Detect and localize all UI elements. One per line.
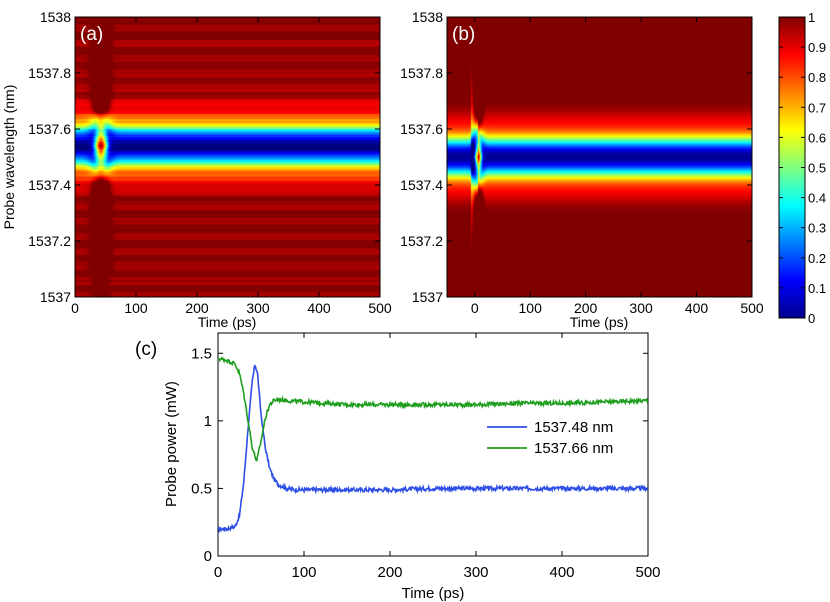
panel-a-label: (a) (80, 24, 103, 45)
x-tick-label: 400 (685, 300, 709, 316)
x-tick-label: 300 (246, 300, 270, 316)
y-tick-label: 1537.4 (400, 177, 443, 193)
legend-label-1: 1537.48 nm (534, 419, 613, 436)
x-tick-label: 200 (185, 300, 209, 316)
colorbar-ticks: 0 0.1 0.2 0.3 0.4 0.5 0.6 0.7 0.8 0.9 1 (779, 10, 826, 326)
colorbar-tick-label: 0 (808, 311, 815, 326)
legend-label-2: 1537.66 nm (534, 440, 613, 457)
line-chart-legend: 1537.48 nm 1537.66 nm (487, 419, 613, 457)
colorbar-tick-label: 1 (808, 10, 815, 25)
x-tick-label: 100 (291, 564, 316, 581)
panel-c-label: (c) (135, 339, 157, 360)
heatmap-b-ticks: 0 100 200 300 400 500 1537 1537.2 1537.4 1537.6 15… (400, 9, 764, 316)
x-tick-label: 400 (549, 564, 574, 581)
line-chart-xlabel: Time (ps) (402, 585, 465, 602)
line-chart-series (218, 356, 648, 534)
y-tick-label: 1537 (40, 289, 71, 305)
y-tick-label: 1538 (412, 9, 443, 25)
series-line-2 (218, 356, 648, 462)
x-tick-label: 0 (471, 300, 479, 316)
colorbar-gradient (778, 16, 806, 319)
y-tick-label: 0.5 (191, 480, 212, 497)
x-tick-label: 300 (629, 300, 653, 316)
panel-a: 0 100 200 300 400 500 1537 1537.2 1537.4 1537.6 15… (1, 9, 392, 330)
x-tick-label: 100 (124, 300, 148, 316)
x-tick-label: 0 (71, 300, 79, 316)
x-tick-label: 500 (368, 300, 392, 316)
y-tick-label: 1537.8 (28, 65, 71, 81)
y-tick-label: 1537.6 (400, 121, 443, 137)
y-tick-label: 0 (204, 548, 212, 565)
x-tick-label: 100 (519, 300, 543, 316)
y-tick-label: 1 (204, 413, 212, 430)
heatmap-b-frame (446, 16, 753, 298)
colorbar: 0 0.1 0.2 0.3 0.4 0.5 0.6 0.7 0.8 0.9 1 (778, 10, 826, 326)
line-chart-ticks: 0 100 200 300 400 500 0 0.5 1 1.5 (191, 333, 661, 581)
y-tick-label: 1537 (412, 289, 443, 305)
panel-b: 0 100 200 300 400 500 1537 1537.2 1537.4 1537.6 15… (400, 9, 764, 330)
colorbar-tick-label: 0.4 (808, 191, 826, 206)
y-tick-label: 1538 (40, 9, 71, 25)
heatmap-a-image (75, 17, 380, 297)
heatmap-a-ylabel: Probe wavelength (nm) (1, 85, 17, 230)
colorbar-tick-label: 0.6 (808, 130, 826, 145)
line-chart-frame (217, 332, 649, 557)
x-tick-label: 300 (463, 564, 488, 581)
colorbar-tick-label: 0.9 (808, 40, 826, 55)
colorbar-tick-label: 0.3 (808, 221, 826, 236)
x-tick-label: 500 (740, 300, 764, 316)
y-tick-label: 1537.2 (400, 233, 443, 249)
x-tick-label: 500 (635, 564, 660, 581)
y-tick-label: 1.5 (191, 345, 212, 362)
y-tick-label: 1537.6 (28, 121, 71, 137)
heatmap-a-frame (74, 16, 381, 298)
y-tick-label: 1537.8 (400, 65, 443, 81)
x-tick-label: 200 (574, 300, 598, 316)
heatmap-a-ticks: 0 100 200 300 400 500 1537 1537.2 1537.4 1537.6 15… (28, 9, 392, 316)
panel-b-label: (b) (452, 24, 475, 45)
colorbar-tick-label: 0.2 (808, 251, 826, 266)
x-tick-label: 400 (307, 300, 331, 316)
colorbar-tick-label: 0.5 (808, 161, 826, 176)
heatmap-b-image (447, 17, 752, 297)
heatmap-a-xlabel: Time (ps) (198, 314, 257, 330)
colorbar-tick-label: 0.1 (808, 281, 826, 296)
y-tick-label: 1537.2 (28, 233, 71, 249)
line-chart-ylabel: Probe power (mW) (163, 381, 180, 507)
heatmap-b-xlabel: Time (ps) (570, 314, 629, 330)
colorbar-tick-label: 0.8 (808, 70, 826, 85)
y-tick-label: 1537.4 (28, 177, 71, 193)
series-line-1 (218, 364, 648, 534)
x-tick-label: 200 (377, 564, 402, 581)
colorbar-tick-label: 0.7 (808, 100, 826, 115)
x-tick-label: 0 (214, 564, 222, 581)
